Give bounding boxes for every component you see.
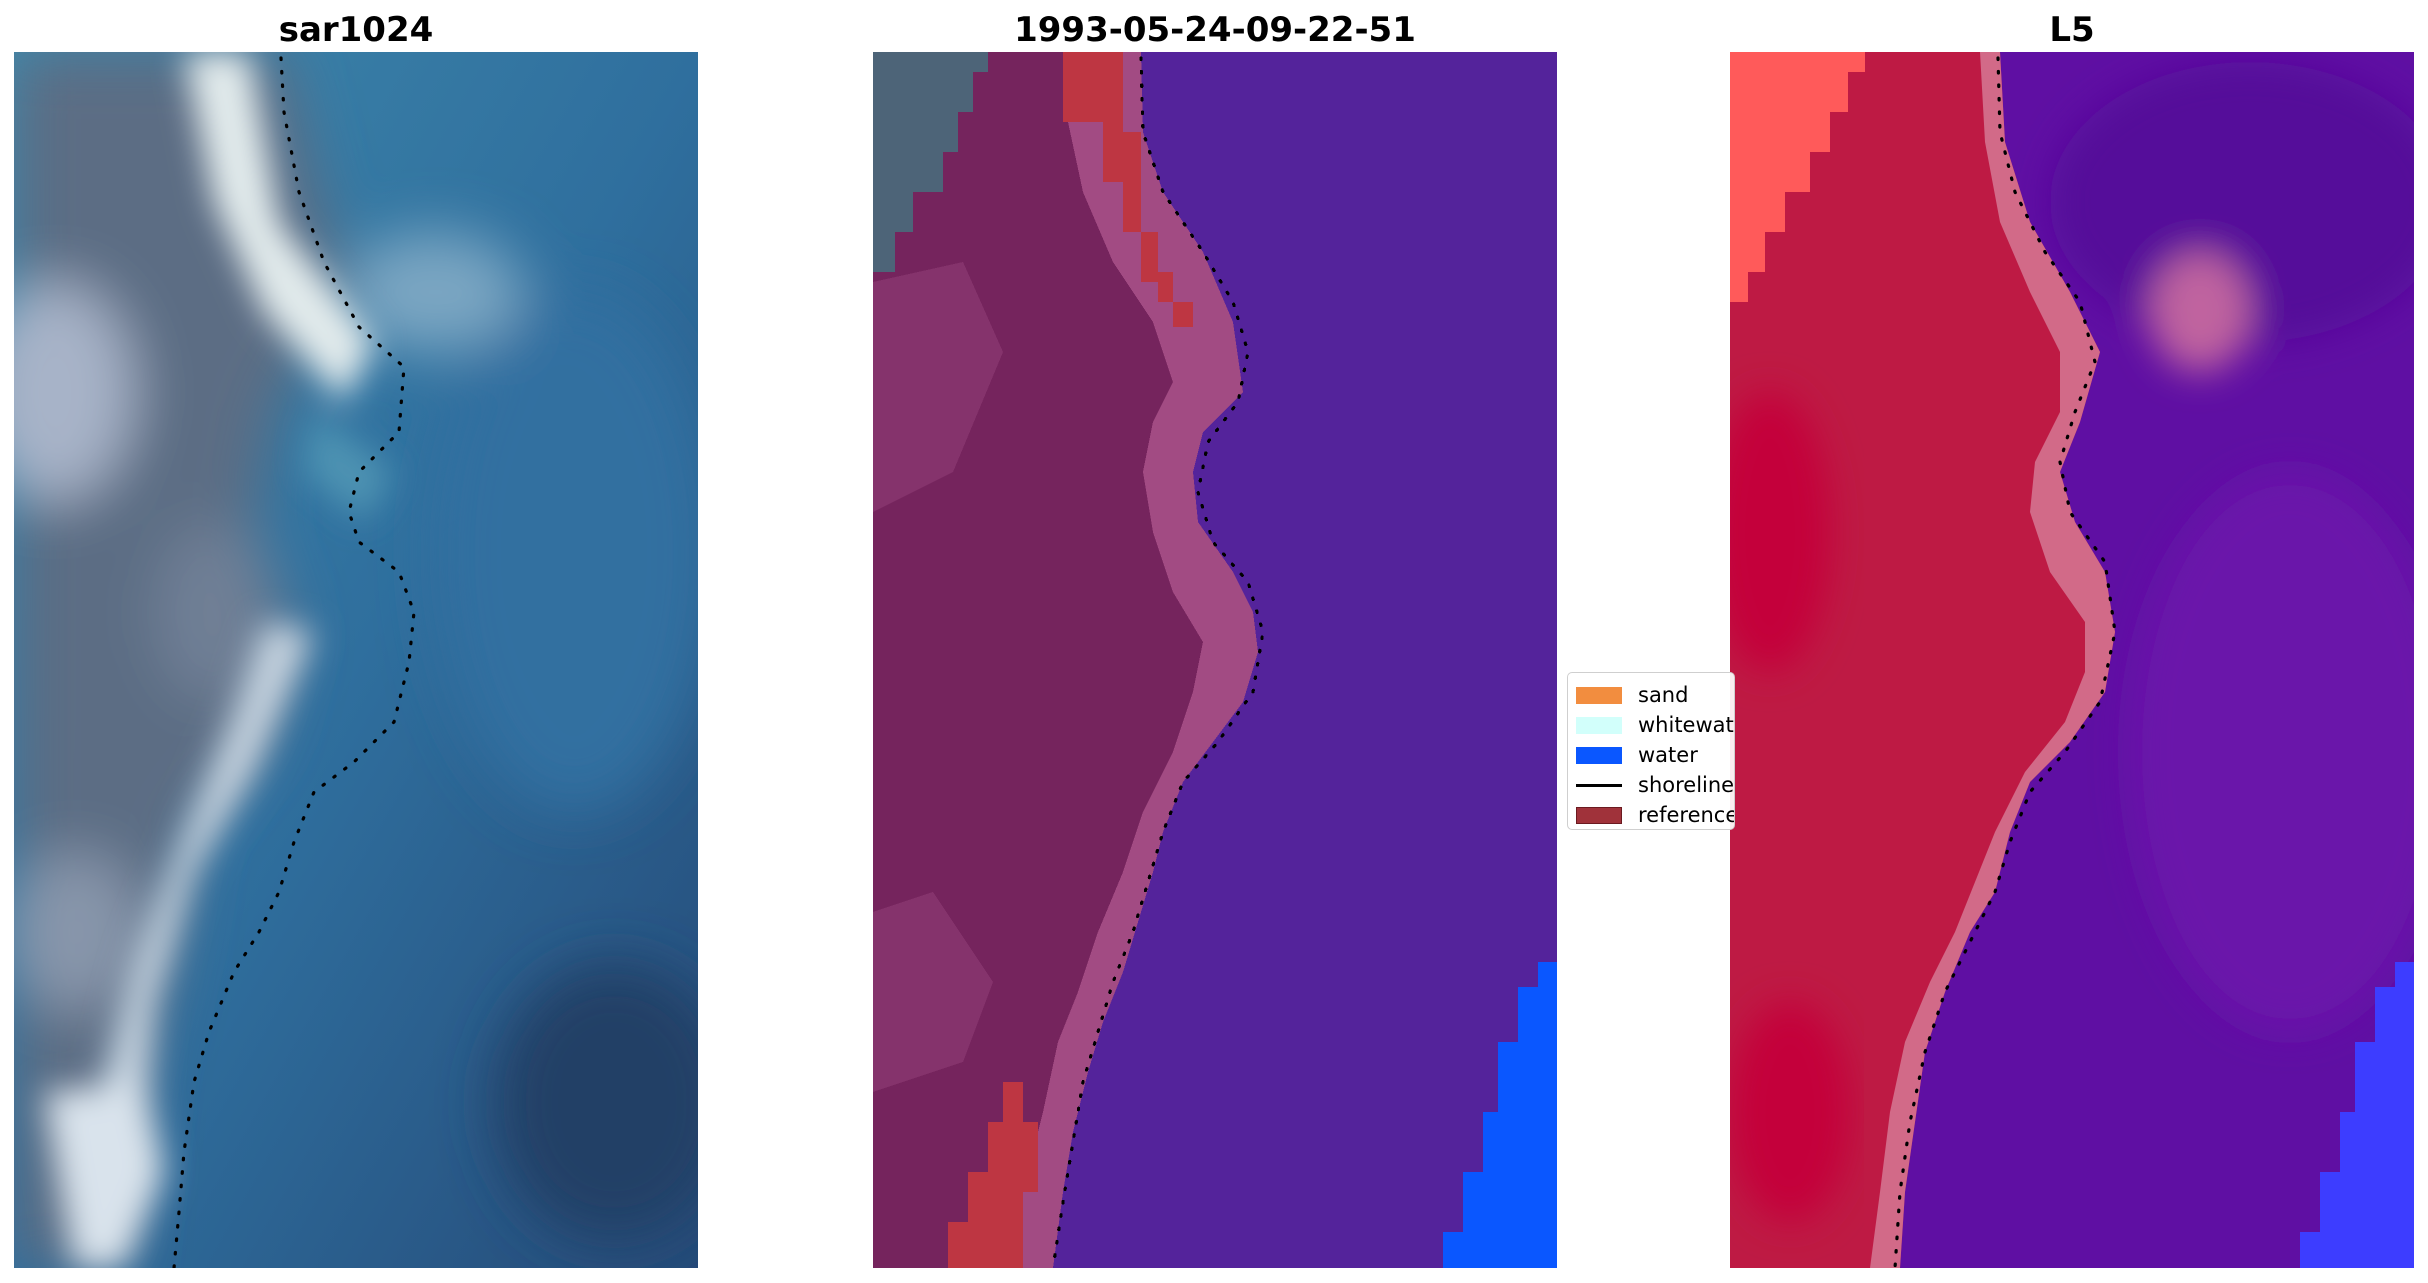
- legend-swatch-sand: [1576, 686, 1622, 704]
- legend-label-shoreline: shoreline: [1638, 773, 1735, 797]
- legend-label-water: water: [1638, 743, 1698, 767]
- legend-item-water: water: [1576, 742, 1698, 768]
- shoreline-dots-2: [1051, 56, 1265, 1268]
- legend-line-shoreline: [1576, 783, 1622, 787]
- legend: sand whitewater water shoreline referenc…: [1567, 672, 1735, 830]
- legend-item-whitewater: whitewater: [1576, 712, 1734, 738]
- classified-image: [873, 52, 1557, 1268]
- panel-title-1: sar1024: [278, 10, 434, 50]
- rgb-image-panel: [14, 52, 698, 1268]
- panel-title-2: 1993-05-24-09-22-51: [1014, 10, 1416, 50]
- legend-item-shoreline: shoreline: [1576, 772, 1734, 798]
- legend-item-reference: reference: [1576, 802, 1735, 828]
- shoreline-dots-1: [172, 56, 416, 1268]
- legend-swatch-reference: [1576, 806, 1622, 824]
- classified-image-panel: [873, 52, 1557, 1268]
- l5-image: [1730, 52, 2414, 1268]
- legend-label-whitewater: whitewater: [1638, 713, 1734, 737]
- legend-label-reference: reference: [1638, 803, 1735, 827]
- l5-image-panel: [1730, 52, 2414, 1268]
- rgb-image: [14, 52, 698, 1268]
- legend-label-sand: sand: [1638, 683, 1689, 707]
- legend-swatch-whitewater: [1576, 716, 1622, 734]
- panel-title-3: L5: [2049, 10, 2095, 50]
- shoreline-dots-3: [1893, 56, 2117, 1268]
- legend-swatch-water: [1576, 746, 1622, 764]
- legend-item-sand: sand: [1576, 682, 1688, 708]
